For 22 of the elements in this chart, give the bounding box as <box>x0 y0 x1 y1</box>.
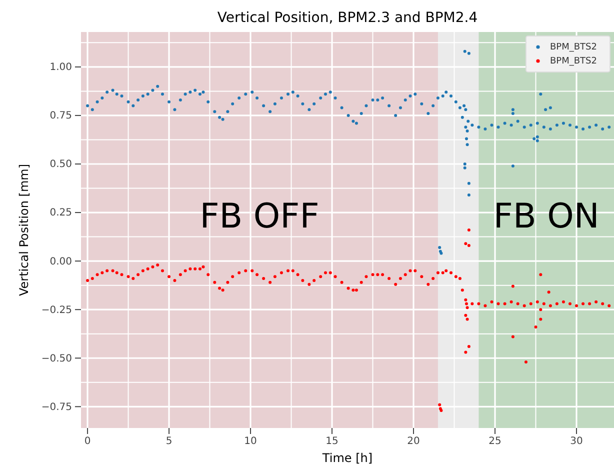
x-tick-label: 15 <box>326 436 338 448</box>
legend-label: BPM_BTS2 <box>550 42 597 52</box>
x-tick-label: 30 <box>570 436 583 448</box>
y-axis-title: Vertical Position [mm] <box>17 164 31 296</box>
y-tick-label: 1.00 <box>50 62 72 74</box>
x-tick-label: 5 <box>166 436 172 448</box>
y-tick-label: 0.50 <box>50 159 72 170</box>
legend-label: BPM_BTS2 <box>550 56 597 66</box>
y-tick-label: −0.75 <box>41 402 72 413</box>
y-tick-label: −0.25 <box>41 304 72 316</box>
x-tick-label: 10 <box>244 436 257 448</box>
band-label: FB OFF <box>200 196 320 236</box>
y-tick-label: 0.00 <box>50 256 72 268</box>
band-label: FB ON <box>493 196 600 236</box>
y-tick-label: 0.25 <box>50 208 72 219</box>
x-tick-label: 20 <box>407 436 420 448</box>
y-tick-label: −0.50 <box>41 353 72 364</box>
chart-title: Vertical Position, BPM2.3 and BPM2.4 <box>217 10 478 26</box>
y-tick-label: 0.75 <box>50 110 72 122</box>
x-tick-label: 25 <box>488 436 502 448</box>
x-axis-title: Time [h] <box>321 451 373 465</box>
x-tick-label: 0 <box>84 436 91 448</box>
